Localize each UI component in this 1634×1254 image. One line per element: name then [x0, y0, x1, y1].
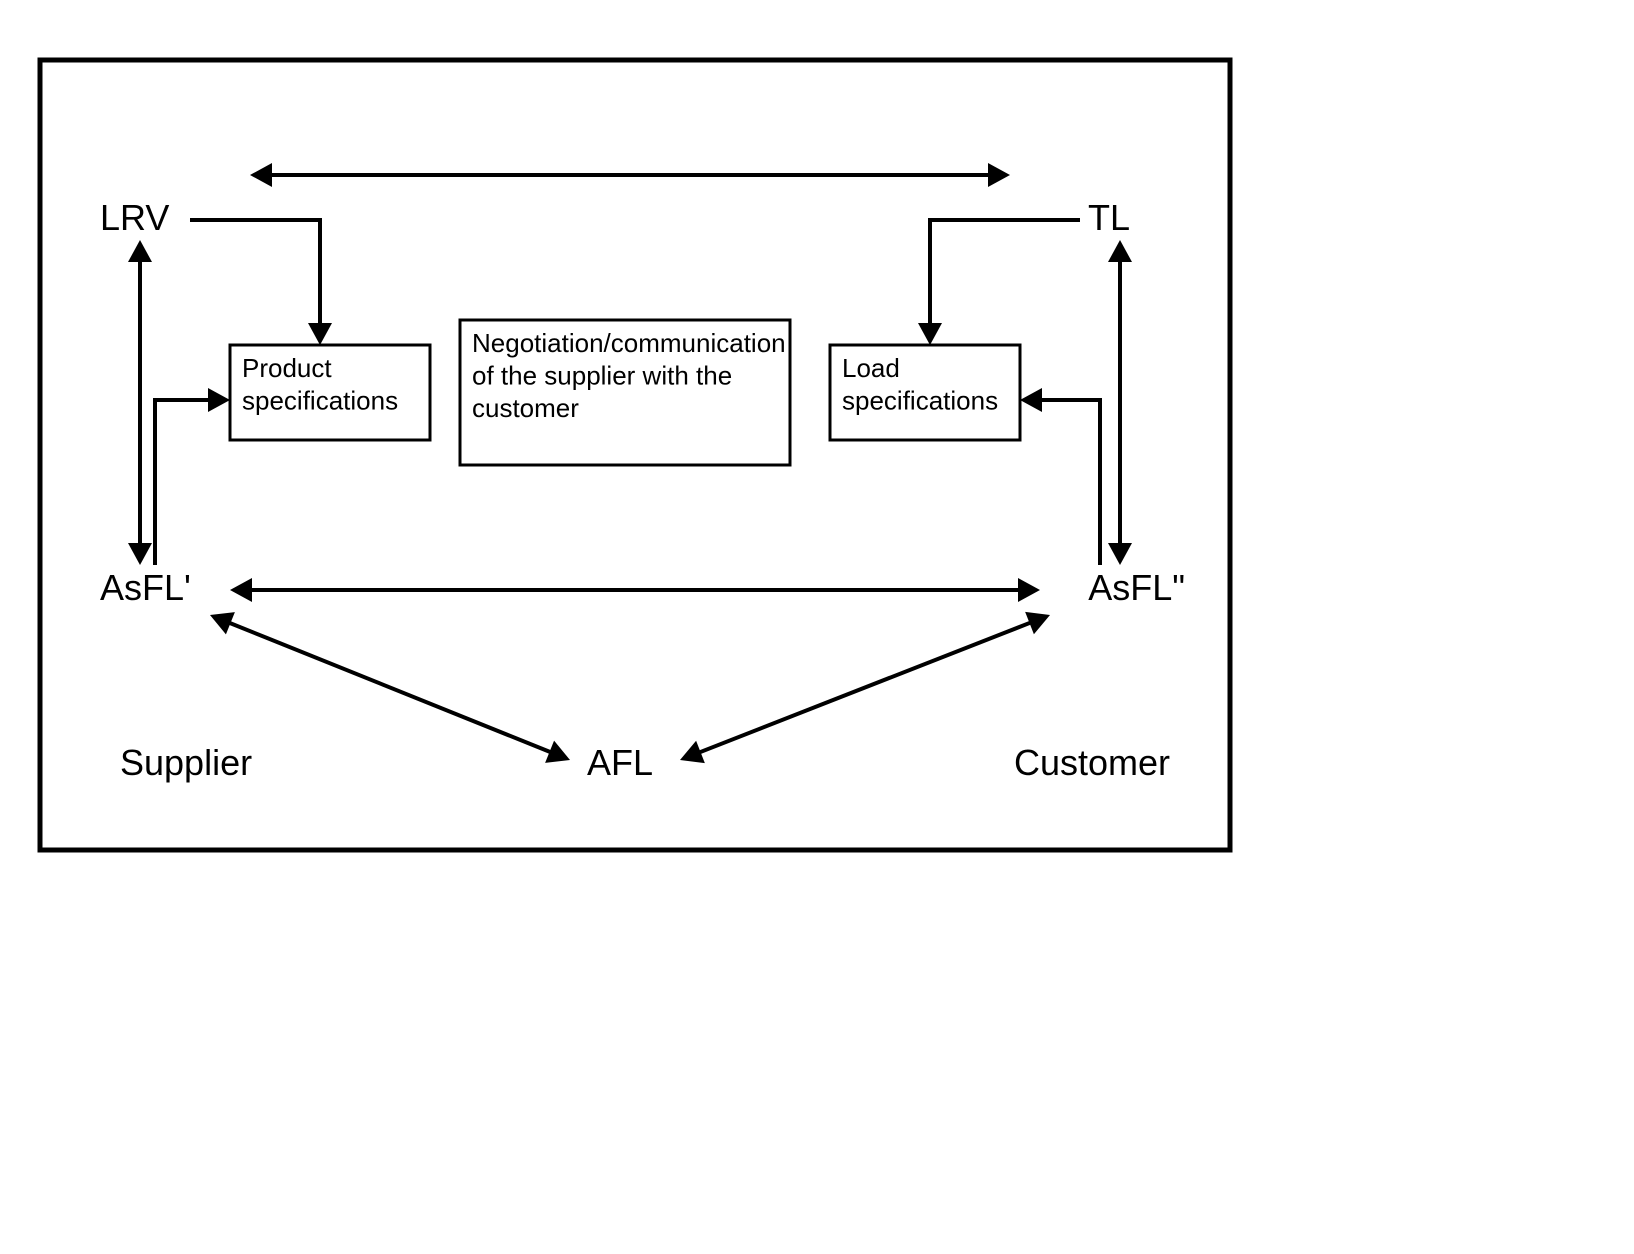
arrow-asfl2-load: [1039, 400, 1100, 565]
arrow-lrv-right: [190, 220, 320, 326]
label-AsFL2: AsFL": [1088, 567, 1185, 608]
arrow-asfl1-prod: [155, 400, 211, 565]
label-LRV: LRV: [100, 197, 169, 238]
arrow-asfl1-afl: [227, 622, 552, 753]
arrowhead-top-bi-start: [250, 163, 272, 187]
arrowhead-lrv-asfl-end: [128, 543, 152, 565]
arrowhead-asfl-bi-end: [1018, 578, 1040, 602]
load-line1: specifications: [842, 386, 998, 416]
diagram-svg: ProductspecificationsNegotiation/communi…: [0, 0, 1634, 1254]
label-AFL: AFL: [587, 742, 653, 783]
diagram-root: { "canvas":{"w":1634,"h":1254,"bg":"#fff…: [0, 0, 1634, 1254]
arrowhead-top-bi-end: [988, 163, 1010, 187]
arrowhead-lrv-asfl-start: [128, 240, 152, 262]
product-line0: Product: [242, 353, 332, 383]
arrowhead-tl-asfl2-start: [1108, 240, 1132, 262]
neg-line0: Negotiation/communication: [472, 328, 786, 358]
arrowhead-asfl2-load-end: [1020, 388, 1042, 412]
label-Customer: Customer: [1014, 742, 1170, 783]
arrowhead-lrv-right-end: [308, 323, 332, 345]
arrowhead-tl-left-end: [918, 323, 942, 345]
arrowhead-asfl-bi-start: [230, 578, 252, 602]
arrow-asfl2-afl: [697, 622, 1032, 753]
load-line0: Load: [842, 353, 900, 383]
neg-line1: of the supplier with the: [472, 361, 732, 391]
label-Supplier: Supplier: [120, 742, 252, 783]
arrowhead-asfl1-prod-end: [208, 388, 230, 412]
label-TL: TL: [1088, 197, 1130, 238]
label-AsFL1: AsFL': [100, 567, 191, 608]
neg-line2: customer: [472, 393, 579, 423]
product-line1: specifications: [242, 386, 398, 416]
arrowhead-tl-asfl2-end: [1108, 543, 1132, 565]
arrow-tl-left: [930, 220, 1080, 326]
